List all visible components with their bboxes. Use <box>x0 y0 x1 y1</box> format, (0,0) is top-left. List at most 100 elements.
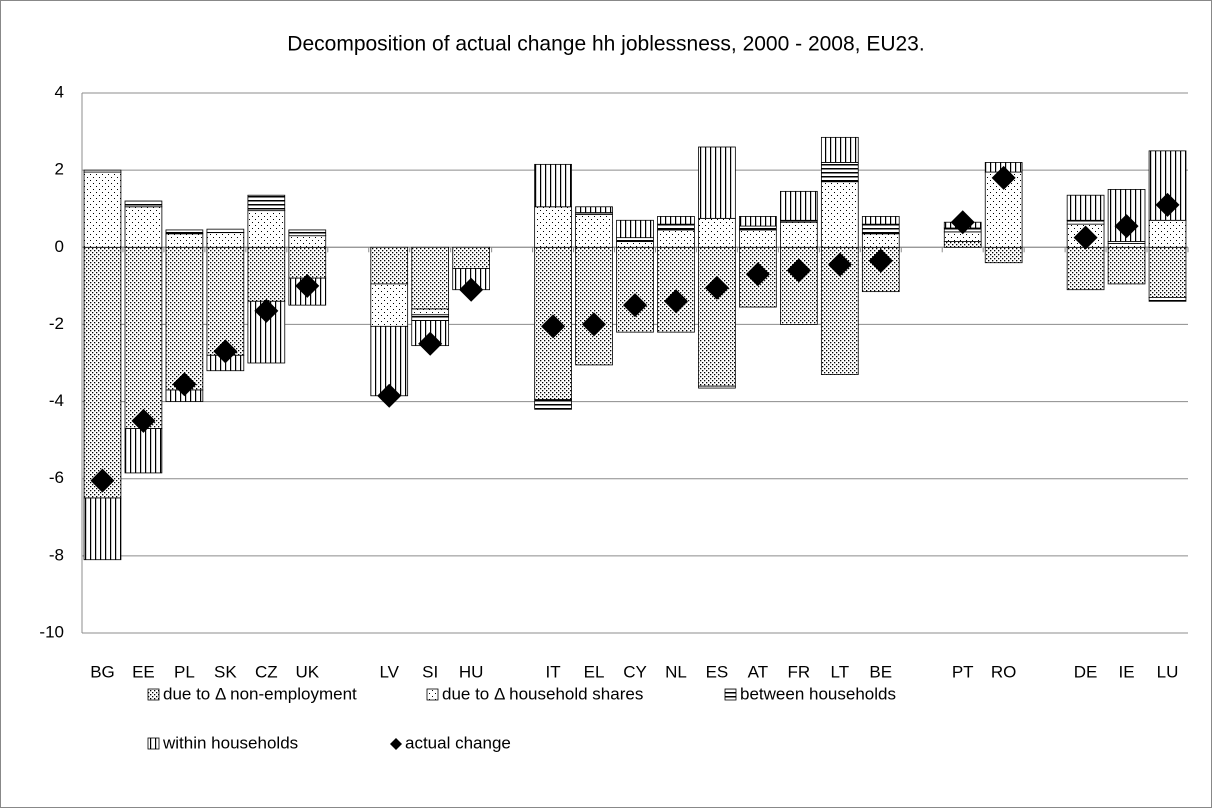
actual-change-marker <box>377 383 402 408</box>
actual-change-marker <box>131 408 156 433</box>
actual-change-marker <box>459 277 484 302</box>
bar-segment <box>739 229 777 248</box>
bar-segment <box>984 246 1023 264</box>
x-tick-label: CZ <box>255 662 278 681</box>
x-tick-label: BE <box>869 662 892 681</box>
x-tick-label: EE <box>132 662 155 681</box>
y-tick-label: -10 <box>39 622 64 641</box>
bar-segment <box>820 162 859 183</box>
x-tick-label: LV <box>379 662 399 681</box>
bar-segment <box>739 216 777 227</box>
actual-change-marker <box>1155 192 1180 217</box>
bar-segment <box>83 171 122 248</box>
x-tick-label: HU <box>459 662 484 681</box>
x-tick-label: LU <box>1157 662 1179 681</box>
x-tick-label: BG <box>90 662 115 681</box>
bar-segment <box>1148 219 1187 248</box>
legend-swatch <box>426 688 439 701</box>
bar-segment <box>698 246 736 387</box>
bar-segment <box>1066 219 1105 225</box>
bar-segment <box>124 200 163 208</box>
bar-segment <box>1148 297 1187 302</box>
bar-segment <box>616 246 654 333</box>
actual-change-marker <box>745 262 770 287</box>
actual-change-marker <box>582 312 607 337</box>
bar-segment <box>657 216 695 225</box>
actual-change-marker <box>786 258 811 283</box>
legend-label: due to Δ household shares <box>442 684 643 703</box>
actual-change-marker <box>90 468 115 493</box>
legend-marker <box>390 738 402 750</box>
y-tick-label: 0 <box>55 237 64 256</box>
bar-segment <box>165 229 204 235</box>
bar-segment <box>698 146 736 219</box>
x-tick-label: CY <box>623 662 647 681</box>
actual-change-marker <box>1073 225 1098 250</box>
bar-segment <box>1066 246 1105 291</box>
x-tick-label: EL <box>584 662 605 681</box>
bar-segment <box>534 399 572 410</box>
actual-change-marker <box>991 165 1016 190</box>
legend-swatch <box>147 688 160 701</box>
actual-change-marker <box>295 273 320 298</box>
legend-label: due to Δ non-employment <box>163 684 357 703</box>
bar-segment <box>206 246 245 356</box>
actual-change-marker <box>623 293 647 318</box>
bar-segment <box>739 225 777 231</box>
actual-change-marker <box>254 298 279 323</box>
bar-segment <box>780 190 818 221</box>
bar-segment <box>370 246 409 285</box>
y-tick-label: -4 <box>49 391 64 410</box>
x-tick-label: SI <box>422 662 438 681</box>
bar-segment <box>411 308 450 316</box>
x-tick-label: UK <box>295 662 319 681</box>
y-tick-label: -8 <box>49 545 64 564</box>
bar-segment <box>616 219 654 239</box>
bar-segment <box>534 163 572 208</box>
bar-segment <box>206 228 245 234</box>
bar-segment <box>247 210 286 248</box>
bar-segment <box>165 233 204 248</box>
bar-segment <box>83 497 122 561</box>
actual-change-marker <box>418 331 443 356</box>
actual-change-marker <box>950 210 975 235</box>
x-tick-label: FR <box>788 662 811 681</box>
bar-segment <box>1066 194 1105 221</box>
x-tick-label: RO <box>991 662 1017 681</box>
bar-segment <box>1107 243 1146 248</box>
bar-segment <box>657 229 695 248</box>
y-tick-label: 4 <box>55 82 64 101</box>
bar-segment <box>83 246 122 499</box>
actual-change-marker <box>1114 214 1139 239</box>
x-tick-label: SK <box>214 662 237 681</box>
bar-segment <box>124 246 163 429</box>
x-tick-label: AT <box>748 662 768 681</box>
bar-segment <box>83 169 122 173</box>
bar-segment <box>657 223 695 231</box>
legend-swatch <box>147 737 160 750</box>
bar-segment <box>1148 246 1187 298</box>
bar-segment <box>288 229 327 237</box>
bar-segment <box>534 206 572 248</box>
bar-segment <box>575 206 613 213</box>
bar-segment <box>411 246 450 310</box>
bar-segment <box>861 216 900 225</box>
bar-segment <box>288 246 327 279</box>
bar-segment <box>411 314 450 321</box>
legend-swatch <box>724 688 737 701</box>
bar-segment <box>861 233 900 248</box>
bar-segment <box>780 221 818 248</box>
x-tick-label: PL <box>174 662 195 681</box>
bar-segment <box>247 194 286 212</box>
x-tick-label: IT <box>546 662 561 681</box>
y-tick-label: 2 <box>55 160 64 179</box>
bar-segment <box>370 283 409 327</box>
bar-segment <box>861 223 900 235</box>
actual-change-marker <box>541 314 566 339</box>
bar-segment <box>165 246 204 391</box>
actual-change-marker <box>172 372 197 397</box>
actual-change-marker <box>704 275 729 300</box>
x-tick-label: NL <box>665 662 687 681</box>
